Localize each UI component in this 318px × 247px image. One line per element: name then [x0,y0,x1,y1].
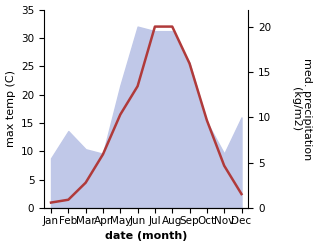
Y-axis label: max temp (C): max temp (C) [5,70,16,147]
X-axis label: date (month): date (month) [105,231,187,242]
Y-axis label: med. precipitation
(kg/m2): med. precipitation (kg/m2) [291,58,313,160]
